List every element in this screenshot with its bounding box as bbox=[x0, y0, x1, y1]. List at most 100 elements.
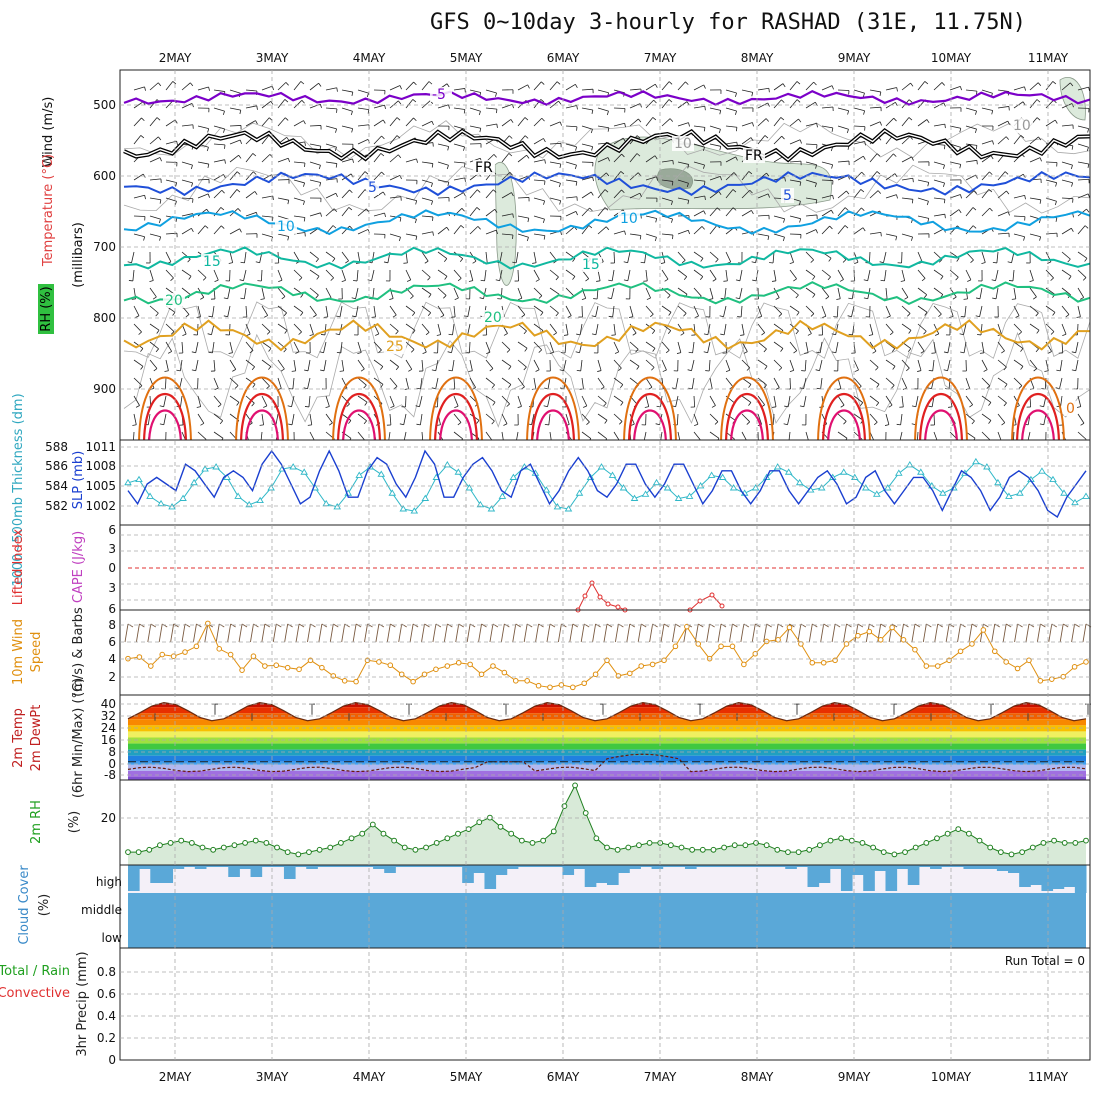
upper-barb-flag bbox=[607, 127, 610, 132]
upper-barb bbox=[133, 117, 142, 127]
cloud-high-bar bbox=[328, 865, 341, 867]
upper-barb-flag bbox=[700, 258, 704, 262]
upper-barb bbox=[277, 377, 282, 389]
date-label-bottom: 7MAY bbox=[644, 1070, 677, 1084]
wind-barb-flag bbox=[538, 623, 544, 628]
upper-barb-flag bbox=[896, 194, 898, 199]
upper-barb bbox=[676, 413, 679, 426]
upper-barb-flag bbox=[239, 110, 242, 115]
cloud-high-bar bbox=[529, 865, 541, 867]
upper-barb-flag bbox=[1020, 135, 1025, 139]
upper-barb bbox=[501, 233, 513, 236]
upper-barb bbox=[933, 82, 943, 91]
upper-barb bbox=[213, 359, 216, 371]
y-tick-label: 1008 bbox=[85, 459, 116, 473]
upper-barb-flag bbox=[228, 262, 233, 264]
upper-barb bbox=[885, 233, 897, 237]
upper-barb bbox=[389, 100, 399, 109]
upper-barb-flag bbox=[1001, 422, 1006, 426]
upper-barb bbox=[677, 251, 686, 261]
wind-barb bbox=[535, 623, 540, 643]
wind-barb-flag bbox=[504, 623, 510, 628]
upper-barb-flag bbox=[479, 128, 482, 133]
upper-barb-flag bbox=[1080, 422, 1085, 426]
upper-barb bbox=[195, 341, 199, 353]
wind-barb-flag bbox=[184, 623, 191, 628]
upper-barb bbox=[917, 341, 925, 352]
upper-barb bbox=[517, 341, 528, 349]
upper-barb bbox=[565, 287, 575, 297]
upper-barb bbox=[645, 117, 654, 127]
upper-barb bbox=[1061, 251, 1071, 260]
upper-barb bbox=[627, 251, 631, 263]
upper-barb bbox=[789, 139, 801, 145]
upper-barb-flag bbox=[540, 312, 544, 316]
rh2m-point bbox=[604, 844, 610, 851]
upper-barb-flag bbox=[676, 352, 681, 354]
upper-barb bbox=[965, 413, 975, 422]
upper-barb-flag bbox=[208, 86, 210, 91]
wind-barb bbox=[478, 623, 482, 643]
thickness-point bbox=[917, 468, 925, 475]
upper-barb bbox=[773, 305, 783, 315]
upper-barb-flag bbox=[535, 369, 540, 372]
temp-loop bbox=[434, 392, 478, 440]
temp-band bbox=[128, 749, 1086, 756]
wind-barb bbox=[147, 623, 152, 643]
upper-barb-flag bbox=[523, 366, 527, 371]
upper-barb bbox=[677, 431, 681, 440]
upper-barb bbox=[197, 431, 207, 440]
upper-barb-flag bbox=[350, 111, 353, 116]
upper-barb bbox=[437, 395, 439, 408]
upper-barb bbox=[149, 99, 158, 109]
wind-barb-flag bbox=[344, 623, 350, 628]
upper-barb-flag bbox=[748, 402, 752, 406]
rh2m-point bbox=[529, 840, 536, 846]
upper-barb-flag bbox=[604, 207, 609, 211]
wind-barb bbox=[500, 623, 505, 643]
upper-barb-flag bbox=[1036, 99, 1041, 103]
upper-barb-flag bbox=[653, 99, 657, 104]
upper-barb-flag bbox=[185, 314, 190, 318]
temp-loop bbox=[623, 376, 677, 440]
upper-barb-flag bbox=[1024, 86, 1026, 91]
upper-barb-flag bbox=[281, 296, 286, 300]
upper-barb bbox=[1029, 197, 1041, 201]
upper-barb bbox=[197, 413, 205, 424]
upper-barb-flag bbox=[752, 122, 754, 127]
date-label-top: 5MAY bbox=[450, 51, 483, 65]
upper-barb-flag bbox=[816, 387, 821, 390]
ylabel-dewpt2m: 2m DewPt bbox=[29, 705, 44, 772]
upper-barb bbox=[149, 359, 158, 369]
upper-barb bbox=[325, 269, 334, 279]
upper-barb-flag bbox=[461, 438, 463, 440]
upper-barb-flag bbox=[799, 181, 802, 186]
upper-barb-flag bbox=[652, 348, 656, 352]
upper-barb bbox=[501, 103, 513, 109]
upper-barb-flag bbox=[144, 195, 146, 200]
upper-barb-flag bbox=[223, 174, 226, 179]
wind-barb bbox=[341, 623, 346, 643]
date-label-top: 9MAY bbox=[838, 51, 871, 65]
upper-barb-flag bbox=[944, 214, 946, 219]
upper-barb-flag bbox=[544, 423, 549, 426]
upper-barb bbox=[149, 269, 154, 281]
cloud-high-bar bbox=[361, 865, 374, 867]
upper-barb bbox=[437, 251, 448, 259]
rh2m-point bbox=[816, 842, 823, 849]
y-tick-label: 2 bbox=[108, 670, 116, 684]
upper-barb bbox=[773, 323, 784, 331]
upper-barb-flag bbox=[286, 137, 290, 141]
upper-barb bbox=[309, 269, 320, 277]
upper-barb-flag bbox=[325, 406, 330, 408]
cloud-high-bar bbox=[250, 865, 263, 877]
upper-barb-flag bbox=[591, 146, 594, 151]
upper-barb-flag bbox=[558, 100, 562, 105]
cloud-high-bar bbox=[373, 865, 385, 869]
thickness-point bbox=[575, 489, 584, 496]
rh2m-point bbox=[774, 846, 781, 853]
upper-barb bbox=[1077, 225, 1086, 235]
upper-barb bbox=[869, 323, 874, 335]
temp-contour-5 bbox=[123, 171, 1090, 197]
wind10m-point bbox=[159, 651, 166, 658]
